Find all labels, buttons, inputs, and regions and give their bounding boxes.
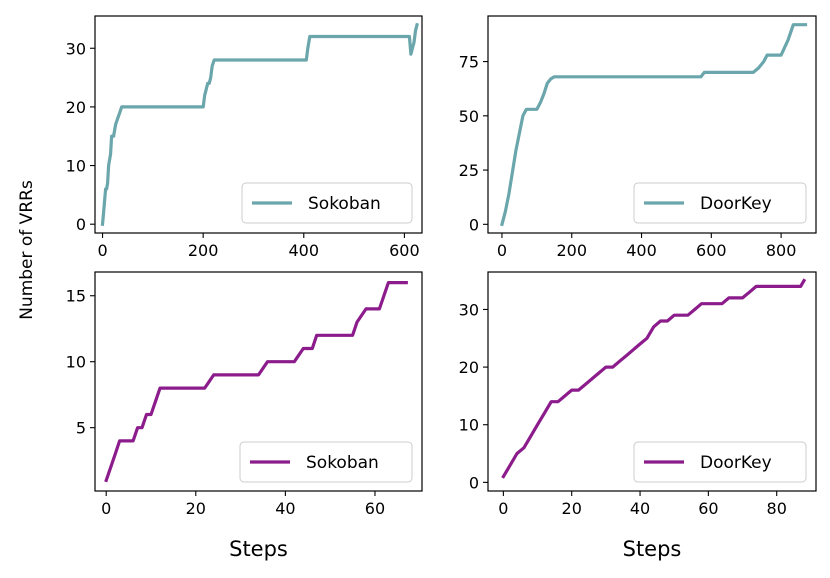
legend-doorkey: DoorKey bbox=[633, 441, 807, 483]
x-tick-label: 400 bbox=[626, 241, 657, 260]
series-line-doorkey bbox=[500, 23, 808, 227]
x-tick-label: 20 bbox=[562, 499, 582, 518]
x-tick-label: 20 bbox=[186, 499, 206, 518]
x-tick-label: 0 bbox=[97, 241, 107, 260]
legend-label: Sokoban bbox=[308, 194, 381, 214]
x-tick-label: 600 bbox=[389, 241, 420, 260]
x-tick-label: 0 bbox=[498, 499, 508, 518]
x-tick-label: 800 bbox=[766, 241, 797, 260]
y-tick-label: 20 bbox=[66, 98, 86, 117]
x-tick-label: 600 bbox=[696, 241, 727, 260]
chart-panel-bottom-left: 0 20 40 60 5 10 15 Steps Sokoban bbox=[66, 271, 423, 561]
legend-label: DoorKey bbox=[700, 194, 772, 214]
y-tick-label: 20 bbox=[459, 358, 479, 377]
x-tick-label: 80 bbox=[767, 499, 787, 518]
x-tick-label: 0 bbox=[101, 499, 111, 518]
legend-sokoban: Sokoban bbox=[239, 441, 413, 483]
x-tick-label: 0 bbox=[497, 241, 507, 260]
y-tick-label: 5 bbox=[76, 419, 86, 438]
legend-box bbox=[241, 182, 413, 224]
chart-panel-top-right: 0 200 400 600 800 0 25 50 75 DoorKey bbox=[459, 15, 817, 260]
x-tick-label: 400 bbox=[289, 241, 320, 260]
y-tick-label: 25 bbox=[459, 161, 479, 180]
plot-frame bbox=[487, 271, 817, 492]
legend-box bbox=[239, 441, 413, 483]
chart-panel-bottom-right: 0 20 40 60 80 0 10 20 30 Steps DoorKey bbox=[459, 271, 817, 561]
y-tick-label: 0 bbox=[469, 473, 479, 492]
y-tick-label: 0 bbox=[76, 215, 86, 234]
x-tick-label: 40 bbox=[630, 499, 650, 518]
x-tick-label: 60 bbox=[365, 499, 385, 518]
y-tick-label: 10 bbox=[459, 416, 479, 435]
plot-frame bbox=[94, 271, 423, 492]
y-axis-title: Number of VRRs bbox=[17, 180, 37, 320]
x-axis-title: Steps bbox=[623, 537, 682, 561]
series-line-sokoban bbox=[100, 22, 419, 226]
x-tick-label: 200 bbox=[188, 241, 219, 260]
legend-sokoban: Sokoban bbox=[241, 182, 413, 224]
legend-box bbox=[633, 441, 807, 483]
y-tick-label: 30 bbox=[459, 300, 479, 319]
x-axis-title: Steps bbox=[229, 537, 288, 561]
y-tick-label: 75 bbox=[459, 53, 479, 72]
legend-doorkey: DoorKey bbox=[633, 182, 807, 224]
x-tick-label: 200 bbox=[556, 241, 587, 260]
chart-panel-top-left: 0 200 400 600 0 10 20 30 Sokoban bbox=[66, 15, 423, 260]
x-tick-label: 60 bbox=[698, 499, 718, 518]
y-tick-label: 15 bbox=[66, 287, 86, 306]
legend-label: DoorKey bbox=[700, 453, 772, 473]
series-line-sokoban bbox=[104, 281, 408, 483]
y-tick-label: 30 bbox=[66, 39, 86, 58]
y-tick-label: 0 bbox=[469, 215, 479, 234]
plot-frame bbox=[94, 15, 423, 234]
x-tick-label: 40 bbox=[275, 499, 295, 518]
y-tick-label: 10 bbox=[66, 157, 86, 176]
legend-label: Sokoban bbox=[306, 453, 379, 473]
series-line-doorkey bbox=[501, 278, 807, 479]
y-tick-label: 50 bbox=[459, 107, 479, 126]
legend-box bbox=[633, 182, 807, 224]
y-tick-label: 10 bbox=[66, 353, 86, 372]
plot-frame bbox=[487, 15, 817, 234]
